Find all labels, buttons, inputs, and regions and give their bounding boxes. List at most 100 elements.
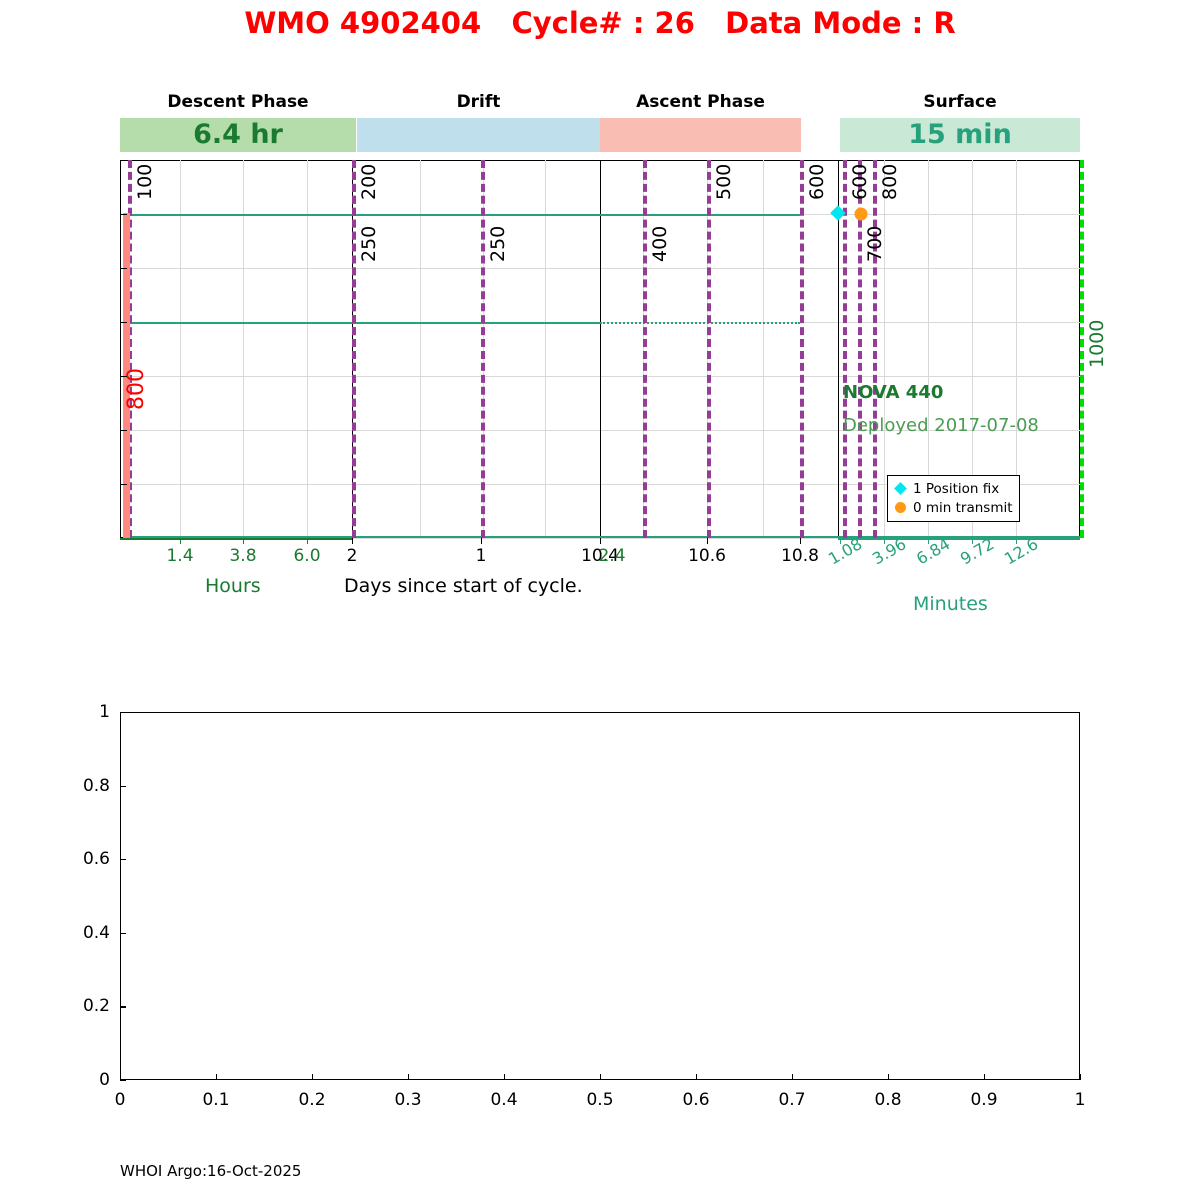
diamond-marker-icon	[893, 482, 907, 495]
event-depth-label: 800	[879, 163, 901, 200]
park-depth-dotted-line	[600, 322, 800, 324]
days-axis-title: Days since start of cycle.	[344, 575, 583, 597]
gridline-v	[243, 160, 244, 538]
secondary-y-tick-label: 1	[99, 702, 110, 722]
phase-bar-drift	[357, 118, 600, 152]
y-tick-mark	[120, 160, 127, 161]
event-depth-label: 500	[713, 163, 735, 200]
secondary-x-tick-label: 0	[114, 1090, 126, 1110]
phase-duration-0: 6.4 hr	[193, 119, 283, 150]
legend-label: 1 Position fix	[913, 480, 1000, 497]
secondary-x-tick-label: 0.1	[202, 1090, 230, 1110]
event-line-250	[352, 160, 356, 538]
gridline-v	[884, 160, 885, 538]
event-depth-label: 100	[134, 163, 156, 200]
x-tick-mark	[243, 538, 244, 544]
cycle-timeline-chart: 100 200 250 250 400 500 600 600 700 800 1000 800 N…	[120, 160, 1108, 539]
y-axis-labels: -10000100020003000400050006000	[0, 0, 113, 1]
secondary-x-tick-label: 0.6	[682, 1090, 710, 1110]
legend-item-transmit: 0 min transmit	[893, 498, 1013, 517]
phase-bar-surface	[840, 118, 1080, 152]
event-depth-label: 250	[358, 225, 380, 262]
x-tick-mark	[481, 538, 482, 544]
x-tick-mark	[840, 538, 841, 544]
phase-bar-ascent-phase	[600, 118, 801, 152]
gridline-v	[928, 160, 929, 538]
event-depth-label: 200	[358, 163, 380, 200]
phase-duration-3: 15 min	[908, 119, 1012, 150]
footer-text: WHOI Argo:16-Oct-2025	[120, 1162, 302, 1180]
y-tick-mark	[120, 430, 127, 431]
x-axis-tick-label: 6.0	[293, 546, 321, 566]
event-depth-label: 1000	[1086, 319, 1108, 368]
x-tick-mark	[884, 538, 885, 544]
x-axis-tick-label: 1.4	[166, 546, 194, 566]
secondary-x-tick-mark	[216, 1074, 218, 1080]
x-axis-tick-label: 10.8	[781, 546, 819, 566]
secondary-x-tick-label: 0.7	[778, 1090, 806, 1110]
secondary-x-tick-mark	[120, 1074, 122, 1080]
event-depth-label: 700	[864, 225, 886, 262]
circle-marker	[854, 207, 868, 221]
event-depth-label: 600	[849, 163, 871, 200]
minutes-axis-line	[838, 538, 1080, 540]
secondary-y-tick-mark	[120, 859, 126, 861]
secondary-x-tick-label: 0.2	[298, 1090, 326, 1110]
event-depth-label: 600	[806, 163, 828, 200]
y-tick-mark	[120, 376, 127, 377]
gridline-v	[307, 160, 308, 538]
hours-axis-line	[120, 538, 352, 540]
plot-bottom-edge-line	[123, 536, 1080, 538]
surface-reference-line	[123, 214, 800, 216]
circle-marker-icon	[893, 502, 907, 513]
secondary-x-tick-label: 0.9	[970, 1090, 998, 1110]
secondary-y-tick-mark	[120, 712, 126, 714]
x-tick-mark	[972, 538, 973, 544]
secondary-plot-area	[120, 712, 1080, 1080]
phase-title-3: Surface	[923, 92, 997, 112]
x-axis-tick-label: 2	[346, 546, 358, 566]
panel-separator	[838, 160, 839, 538]
phase-title-0: Descent Phase	[167, 92, 309, 112]
secondary-x-tick-mark	[696, 1074, 698, 1080]
hours-axis-title: Hours	[205, 575, 261, 597]
secondary-y-tick-mark	[120, 1080, 126, 1082]
secondary-y-tick-mark	[120, 1006, 126, 1008]
secondary-x-tick-label: 0.4	[490, 1090, 518, 1110]
park-pressure-label: 800	[124, 368, 149, 410]
secondary-y-tick-label: 0.6	[82, 849, 110, 870]
y-tick-mark	[120, 214, 127, 215]
event-line-1000	[1080, 160, 1084, 538]
park-pressure-line	[123, 213, 130, 538]
event-line-400	[643, 160, 647, 538]
secondary-x-tick-mark	[888, 1074, 890, 1080]
legend-label: 0 min transmit	[913, 499, 1013, 516]
x-axis-tick-label: 2.4	[598, 546, 626, 566]
x-tick-mark	[307, 538, 308, 544]
park-depth-reference-line	[123, 322, 600, 324]
event-line-100	[128, 160, 132, 538]
gridline-v	[545, 160, 546, 538]
phase-title-1: Drift	[456, 92, 501, 112]
float-model-label: NOVA 440	[843, 382, 944, 403]
event-depth-label: 400	[649, 225, 671, 262]
secondary-x-tick-mark	[792, 1074, 794, 1080]
gridline-v	[1016, 160, 1017, 538]
chart-legend: 1 Position fix 0 min transmit	[887, 475, 1020, 522]
x-axis-tick-label: 10.6	[688, 546, 726, 566]
secondary-x-tick-mark	[984, 1074, 986, 1080]
secondary-x-tick-mark	[408, 1074, 410, 1080]
secondary-x-tick-label: 0.8	[874, 1090, 902, 1110]
legend-item-position-fix: 1 Position fix	[893, 479, 1013, 498]
secondary-y-tick-label: 0.4	[82, 922, 110, 943]
secondary-x-tick-label: 0.3	[394, 1090, 422, 1110]
event-line-500	[707, 160, 711, 538]
event-line-600	[800, 160, 804, 538]
secondary-x-tick-mark	[312, 1074, 314, 1080]
event-line-600	[843, 160, 847, 538]
secondary-y-tick-label: 0.8	[82, 775, 110, 796]
x-tick-mark	[707, 538, 708, 544]
minutes-axis-title: Minutes	[913, 593, 988, 615]
event-line-250	[481, 160, 485, 538]
secondary-empty-chart: 0 0.2 0.4 0.6 0.8 1 0 0.1 0.2 0.3 0.4 0.5 0.6 0.7 0.8…	[83, 702, 1085, 1110]
